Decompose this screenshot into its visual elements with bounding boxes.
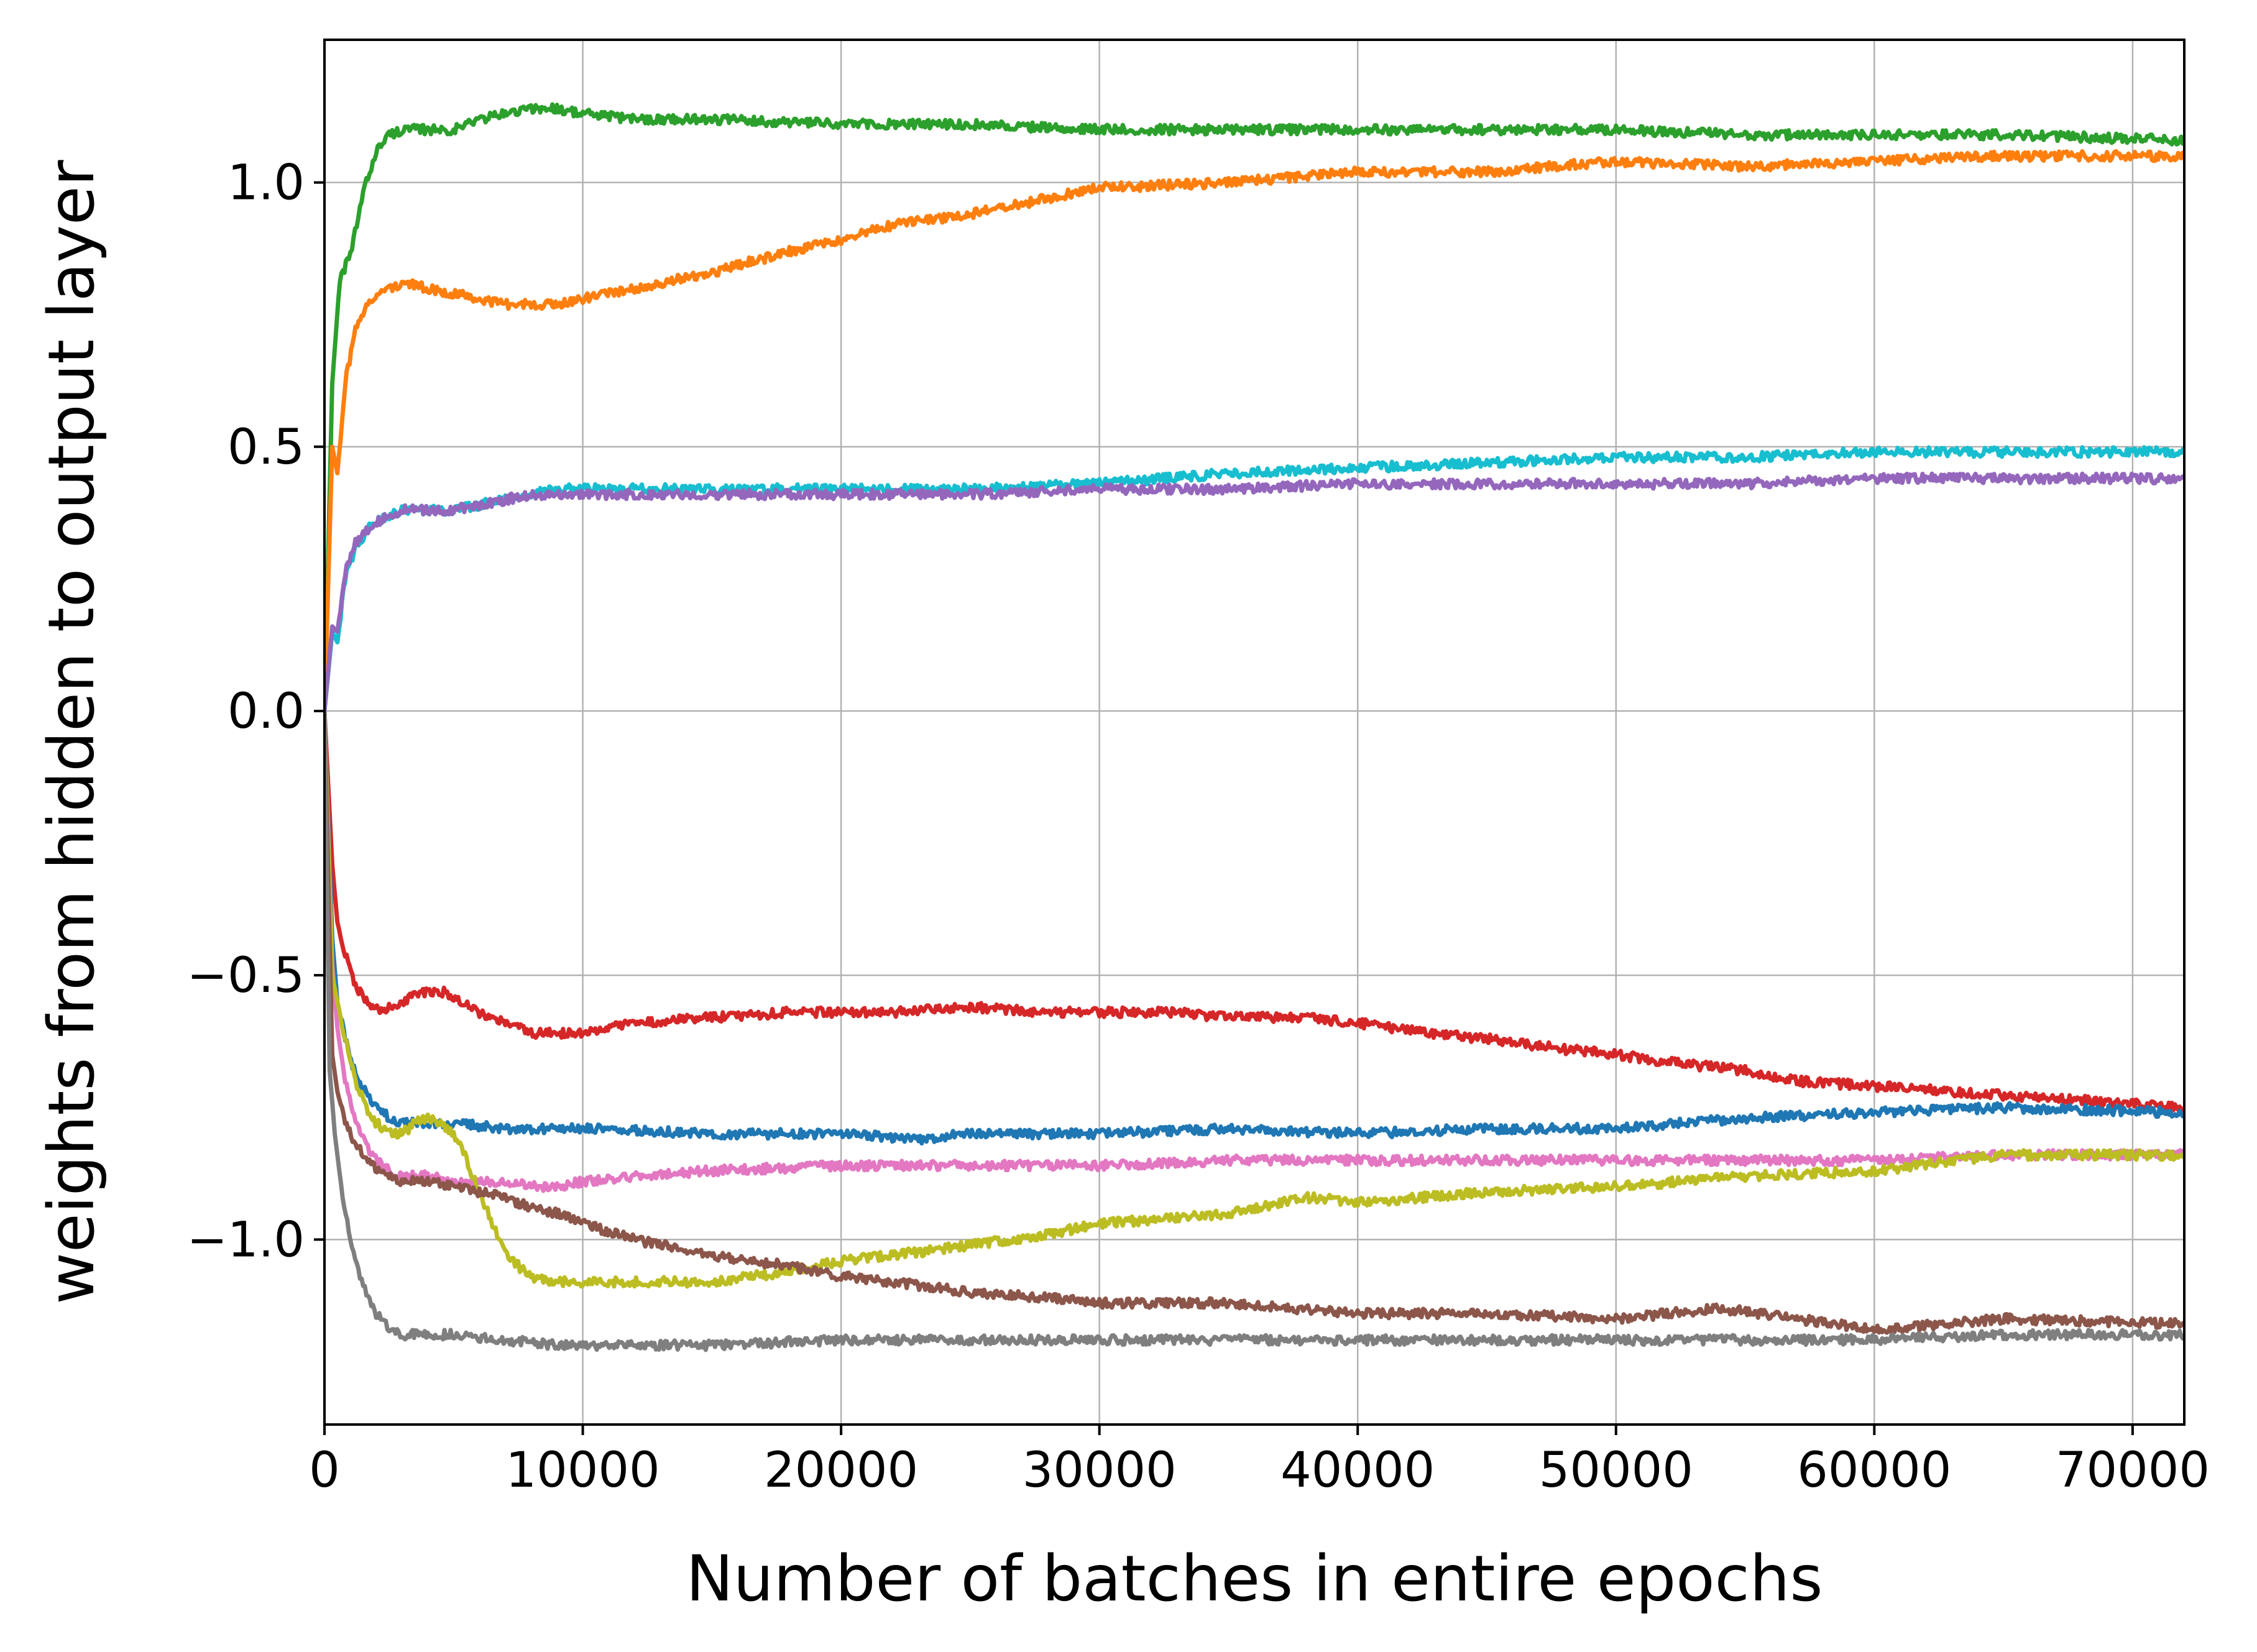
series-line-3 — [324, 445, 2184, 712]
series-line-10 — [324, 710, 2184, 1352]
plot-frame — [323, 39, 2186, 1426]
y-tick-label: 0.5 — [228, 420, 305, 475]
x-tick-label: 70000 — [2056, 1443, 2210, 1498]
series-line-7 — [324, 710, 2184, 1193]
series-line-1 — [324, 102, 2184, 712]
y-tick-label: 1.0 — [228, 155, 305, 211]
series-lines — [324, 102, 2184, 1352]
series-line-4 — [324, 471, 2184, 712]
y-tick-label: 0.0 — [228, 684, 305, 740]
series-line-8 — [324, 710, 2184, 1289]
series-line-9 — [324, 710, 2184, 1335]
series-line-6 — [324, 710, 2184, 1146]
series-line-2 — [324, 149, 2184, 712]
y-tick-label: −1.0 — [187, 1212, 305, 1268]
series-line-5 — [324, 710, 2184, 1114]
y-tick-label: −0.5 — [187, 948, 305, 1004]
x-axis-ticks: 0 10000 20000 30000 40000 50000 60000 70000 — [309, 1425, 2210, 1498]
x-tick-label: 40000 — [1280, 1443, 1435, 1498]
x-tick-label: 30000 — [1023, 1443, 1177, 1498]
x-tick-label: 10000 — [505, 1443, 660, 1498]
x-axis-title: Number of batches in entire epochs — [686, 1542, 1823, 1616]
y-axis-title: weights from hidden to output layer — [35, 160, 109, 1304]
x-tick-label: 0 — [309, 1443, 340, 1498]
x-tick-label: 60000 — [1797, 1443, 1951, 1498]
x-tick-label: 20000 — [764, 1443, 918, 1498]
y-axis-ticks: −1.0 −0.5 0.0 0.5 1.0 — [187, 155, 324, 1268]
x-tick-label: 50000 — [1539, 1443, 1693, 1498]
